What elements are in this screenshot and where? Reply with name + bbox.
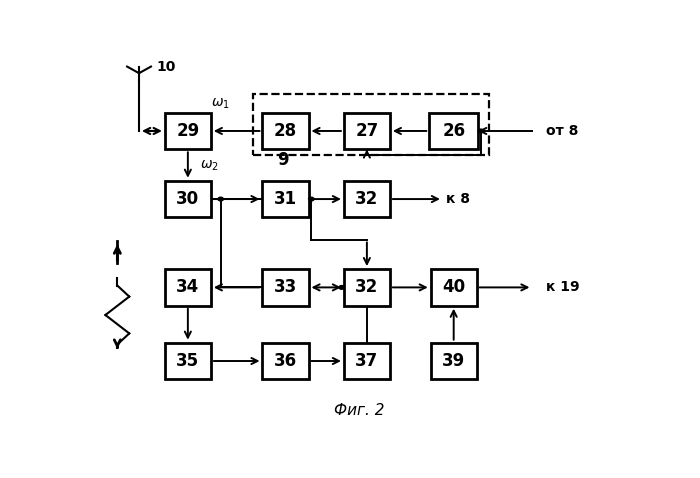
Bar — [262, 181, 309, 217]
Circle shape — [478, 129, 484, 133]
Circle shape — [309, 197, 314, 201]
Text: $\omega_2$: $\omega_2$ — [200, 159, 219, 173]
Text: 32: 32 — [356, 190, 379, 208]
Text: к 8: к 8 — [446, 192, 470, 206]
Text: 31: 31 — [274, 190, 297, 208]
Text: 37: 37 — [356, 352, 379, 370]
Text: 30: 30 — [176, 190, 200, 208]
Text: 34: 34 — [176, 278, 200, 296]
Circle shape — [339, 285, 344, 289]
Bar — [429, 113, 478, 150]
Circle shape — [218, 197, 223, 201]
Bar — [430, 343, 477, 380]
Bar — [164, 113, 211, 150]
Text: 9: 9 — [277, 151, 288, 169]
Bar — [164, 343, 211, 380]
Text: к 19: к 19 — [546, 281, 580, 294]
Text: 32: 32 — [356, 278, 379, 296]
Bar — [164, 269, 211, 306]
Text: от 8: от 8 — [546, 124, 578, 138]
Bar — [344, 343, 390, 380]
Bar — [344, 269, 390, 306]
Text: 27: 27 — [356, 122, 379, 140]
Bar — [344, 181, 390, 217]
Text: 39: 39 — [442, 352, 466, 370]
Bar — [253, 94, 489, 155]
Text: 35: 35 — [176, 352, 200, 370]
Bar — [164, 181, 211, 217]
Text: 26: 26 — [442, 122, 466, 140]
Text: Фиг. 2: Фиг. 2 — [333, 403, 384, 418]
Bar — [430, 269, 477, 306]
Text: 28: 28 — [274, 122, 297, 140]
Text: $\omega_1$: $\omega_1$ — [211, 96, 230, 110]
Bar — [262, 113, 309, 150]
Text: 33: 33 — [274, 278, 297, 296]
Bar — [262, 269, 309, 306]
Text: 10: 10 — [157, 60, 176, 74]
Text: 29: 29 — [176, 122, 200, 140]
Text: 40: 40 — [442, 278, 466, 296]
Bar — [262, 343, 309, 380]
Bar — [344, 113, 390, 150]
Text: 36: 36 — [274, 352, 297, 370]
